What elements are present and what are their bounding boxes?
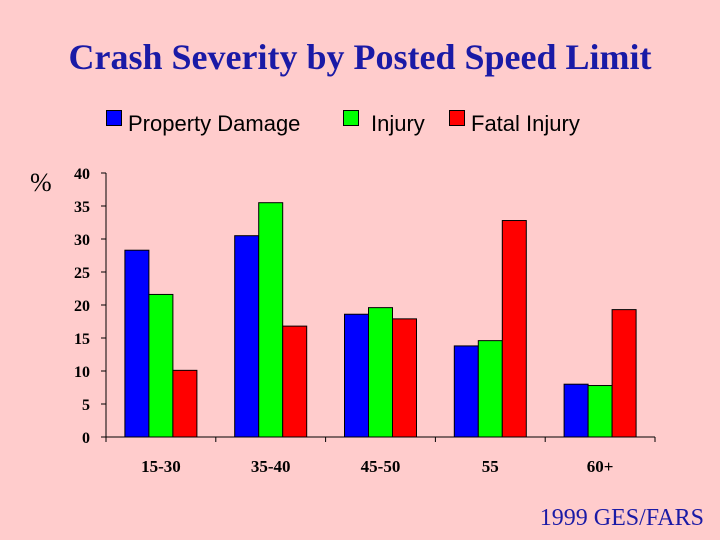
y-tick-label: 20 [74,298,90,315]
x-tick-label: 45-50 [361,457,401,476]
y-tick-label: 5 [82,397,90,414]
bar-property-damage-60+ [563,383,589,438]
y-tick-label: 15 [74,331,90,348]
legend-swatch-injury [343,110,359,126]
y-tick-label: 0 [82,430,90,447]
x-tick-label: 55 [482,457,499,476]
legend-item-injury: Injury [343,106,425,142]
y-tick-label: 25 [74,265,90,282]
bar-fatal-injury-15-30 [172,369,198,438]
legend-label-injury: Injury [371,111,425,136]
bar-fatal-injury-35-40 [282,325,308,438]
x-tick-label: 15-30 [141,457,181,476]
legend-label-property-damage: Property Damage [128,111,301,136]
bar-fatal-injury-60+ [611,309,637,438]
chart-legend: Property Damage Injury Fatal Injury [0,106,720,142]
y-tick-label: 10 [74,364,90,381]
source-note: 1999 GES/FARS [539,505,704,531]
x-tick-label: 60+ [587,457,614,476]
chart-title: Crash Severity by Posted Speed Limit [68,37,652,77]
bar-injury-60+ [587,385,613,438]
legend-item-fatal-injury: Fatal Injury [449,106,580,142]
x-tick-label: 35-40 [251,457,291,476]
bar-injury-55 [477,340,503,438]
bar-property-damage-15-30 [124,249,150,438]
y-axis-label: % [30,168,52,197]
y-tick-label: 40 [74,166,90,183]
legend-item-property-damage: Property Damage [106,106,300,142]
y-tick-label: 35 [74,199,90,216]
y-tick-label: 30 [74,232,90,249]
legend-swatch-property-damage [106,110,122,126]
bar-fatal-injury-45-50 [392,318,417,438]
bar-fatal-injury-55 [501,220,527,438]
bar-injury-15-30 [148,293,174,438]
bar-injury-35-40 [258,202,284,438]
bar-injury-45-50 [368,307,393,438]
bar-property-damage-45-50 [344,313,369,438]
bar-property-damage-55 [453,345,479,438]
legend-swatch-fatal-injury [449,110,465,126]
bar-property-damage-35-40 [234,235,260,438]
legend-label-fatal-injury: Fatal Injury [471,111,580,136]
